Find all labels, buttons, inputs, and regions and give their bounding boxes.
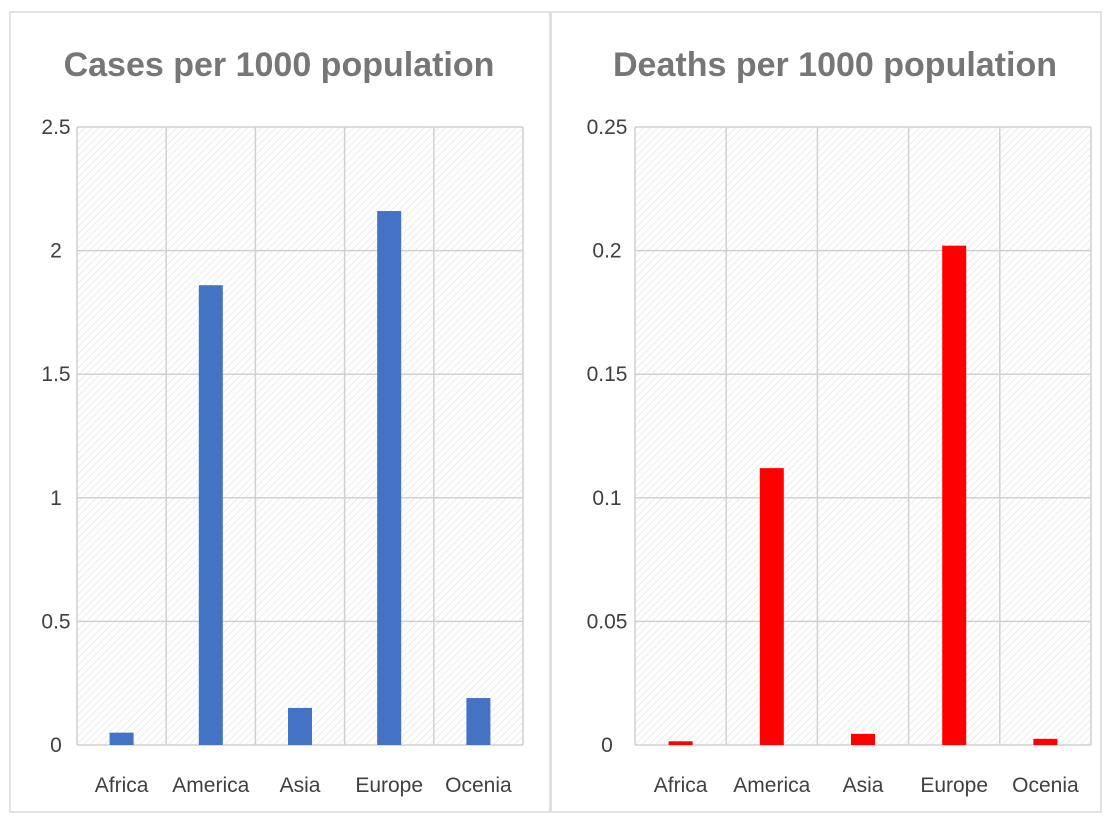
- y-tick-label: 0.1: [592, 487, 621, 510]
- x-category-label: Asia: [280, 774, 321, 797]
- y-axis-ticks: 0 0.5 1 1.5 2 2.5: [41, 116, 70, 757]
- y-tick-label: 0.15: [587, 363, 628, 386]
- x-axis-categories: Africa America Asia Europe Ocenia: [654, 774, 1079, 797]
- bar-europe: [942, 245, 967, 745]
- y-tick-label: 0.05: [587, 610, 628, 633]
- x-category-label: Ocenia: [445, 774, 512, 797]
- y-axis-ticks: 0 0.05 0.1 0.15 0.2 0.25: [587, 116, 628, 757]
- bars: [668, 245, 1058, 745]
- chart-title: Cases per 1000 population: [64, 46, 495, 84]
- right-panel-border: [550, 11, 1102, 813]
- cases-chart: Cases per 1000 population 0 0.5 1 1.5 2 2.5 A…: [41, 46, 524, 797]
- x-category-label: Europe: [355, 774, 423, 797]
- x-category-label: Ocenia: [1012, 774, 1079, 797]
- bar-america: [198, 285, 223, 745]
- bars: [109, 211, 491, 746]
- deaths-chart: Deaths per 1000 population 00.050.10.150…: [587, 46, 1092, 797]
- y-tick-label: 0.25: [587, 116, 628, 139]
- y-tick-label: 2: [50, 240, 62, 263]
- bar-africa: [109, 732, 134, 745]
- x-category-label: America: [733, 774, 810, 797]
- x-category-label: Africa: [654, 774, 708, 797]
- x-category-label: America: [172, 774, 249, 797]
- bar-america: [759, 468, 784, 745]
- x-category-label: Africa: [95, 774, 149, 797]
- bar-asia: [288, 707, 312, 745]
- gridlines: [76, 126, 524, 746]
- chart-title: Deaths per 1000 population: [613, 46, 1057, 84]
- y-tick-label: 0.5: [41, 610, 70, 633]
- bar-asia: [851, 733, 875, 745]
- bar-europe: [377, 211, 402, 746]
- plot-area: [635, 127, 1091, 745]
- x-axis-categories: Africa America Asia Europe Ocenia: [95, 774, 512, 797]
- y-tick-label: 1: [50, 487, 62, 510]
- bar-africa: [668, 741, 693, 745]
- y-tick-label: 1.5: [41, 363, 70, 386]
- x-category-label: Europe: [920, 774, 988, 797]
- plot-area: [77, 127, 523, 745]
- bar-ocenia: [1033, 738, 1058, 745]
- bar-ocenia: [466, 698, 491, 745]
- y-tick-label: 2.5: [41, 116, 70, 139]
- y-tick-label: 0: [601, 734, 613, 757]
- left-panel-border: [9, 11, 551, 813]
- y-tick-label: 0.2: [592, 240, 621, 263]
- x-category-label: Asia: [843, 774, 884, 797]
- y-tick-label: 0: [50, 734, 62, 757]
